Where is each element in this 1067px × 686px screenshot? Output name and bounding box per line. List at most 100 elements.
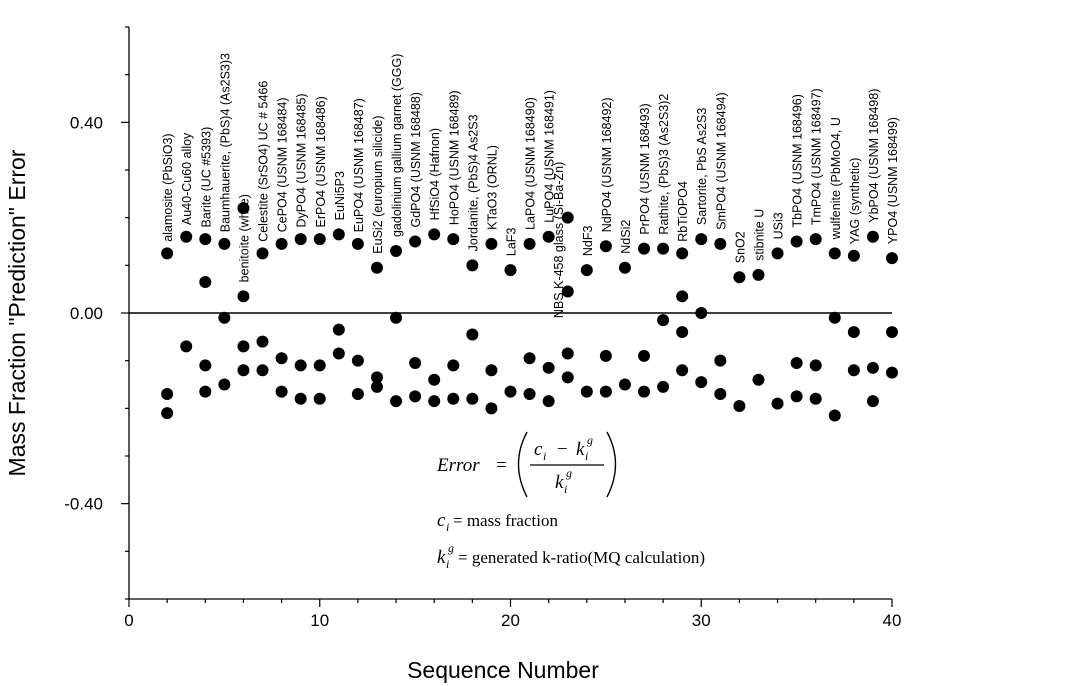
data-point [275, 352, 288, 365]
point-label: USi3 [772, 212, 786, 239]
data-point [428, 228, 441, 241]
numerator-c-sub: i [543, 449, 546, 463]
denominator-k-sup: g [566, 466, 572, 480]
point-label: NdSi2 [619, 220, 633, 254]
data-point [657, 380, 670, 393]
data-point [886, 252, 898, 265]
data-point [237, 340, 250, 353]
axes: 0 10 20 30 40 0.40 0.00 -0.40 [64, 26, 902, 630]
data-point [466, 392, 479, 405]
data-point [180, 230, 193, 243]
data-point [256, 247, 269, 260]
data-points [161, 202, 898, 422]
data-point [618, 261, 631, 274]
data-point [714, 237, 727, 250]
data-point [199, 233, 212, 246]
data-point [828, 247, 841, 260]
data-point [409, 357, 422, 370]
data-point [237, 364, 250, 377]
point-label: YbPO4 (USNM 168498) [867, 89, 881, 223]
y-tick-label: -0.40 [64, 495, 103, 514]
data-point [370, 261, 383, 274]
point-label: LaPO4 (USNM 168490) [524, 97, 538, 230]
data-point [218, 311, 231, 324]
data-point [294, 233, 307, 246]
numerator-k-sup: g [587, 433, 593, 447]
point-label: YAG (synthetic) [848, 158, 862, 245]
data-point [790, 235, 803, 248]
data-point [275, 237, 288, 250]
x-tick-label: 40 [883, 611, 902, 630]
data-point [561, 371, 574, 384]
data-point [390, 245, 403, 258]
data-point [676, 247, 689, 260]
data-point [313, 233, 326, 246]
def-k-sub: i [446, 557, 449, 571]
data-point [657, 314, 670, 327]
data-point [657, 242, 670, 255]
point-label: LaF3 [505, 228, 519, 257]
data-point [180, 340, 193, 353]
data-point [771, 397, 784, 410]
definition-c: c i = mass fraction [437, 510, 558, 534]
data-point [313, 392, 326, 405]
data-point [561, 211, 574, 224]
data-point [218, 378, 231, 391]
def-c-symbol: c [437, 510, 446, 531]
point-label: wulfenite (PbMoO4, U [829, 117, 843, 240]
data-point [199, 359, 212, 372]
data-point [504, 264, 517, 277]
data-point [294, 392, 307, 405]
data-point [886, 366, 898, 379]
data-point [542, 361, 555, 374]
data-point [599, 349, 612, 362]
data-point [523, 237, 536, 250]
right-paren [606, 431, 617, 498]
x-tick-label: 30 [692, 611, 711, 630]
data-point [714, 354, 727, 367]
numerator-k-sub: i [585, 449, 588, 463]
data-point [447, 392, 460, 405]
data-point [485, 364, 498, 377]
point-label: PrPO4 (USNM 168493) [638, 103, 652, 234]
error-formula: Error = c i − k i g k i g [436, 431, 617, 498]
data-point [523, 352, 536, 365]
data-point [790, 390, 803, 403]
data-point [542, 395, 555, 408]
def-k-text: = generated k-ratio(MQ calculation) [458, 548, 705, 567]
point-label: EuSi2 (europium silicide) [371, 115, 385, 253]
data-point [237, 202, 250, 215]
data-point [809, 359, 822, 372]
data-point [752, 268, 765, 281]
data-point [599, 385, 612, 398]
data-point [199, 385, 212, 398]
data-point [466, 259, 479, 272]
x-axis-title: Sequence Number [407, 657, 599, 683]
data-point [485, 402, 498, 415]
data-point [447, 233, 460, 246]
data-point [561, 285, 574, 298]
def-k-sup: g [448, 541, 454, 555]
data-point [466, 328, 479, 341]
data-point [542, 230, 555, 243]
point-label: Rathite, (PbS)3 (As2S3)2 [657, 94, 671, 235]
point-label: SnO2 [733, 231, 747, 263]
data-point [676, 290, 689, 303]
data-point [638, 385, 651, 398]
data-point [752, 373, 765, 386]
data-point [409, 390, 422, 403]
def-c-text: = mass fraction [453, 511, 558, 530]
data-point [733, 399, 746, 412]
y-tick-label: 0.00 [70, 304, 103, 323]
point-label: Celestite (SrSO4) UC # 5466 [257, 81, 271, 242]
data-point [828, 311, 841, 324]
data-point [390, 395, 403, 408]
data-point [161, 388, 174, 401]
denominator-k-sub: i [564, 482, 567, 496]
formula-lhs: Error [436, 455, 480, 476]
data-point [428, 373, 441, 386]
data-point [256, 335, 269, 348]
data-point [351, 237, 364, 250]
data-point [676, 326, 689, 339]
